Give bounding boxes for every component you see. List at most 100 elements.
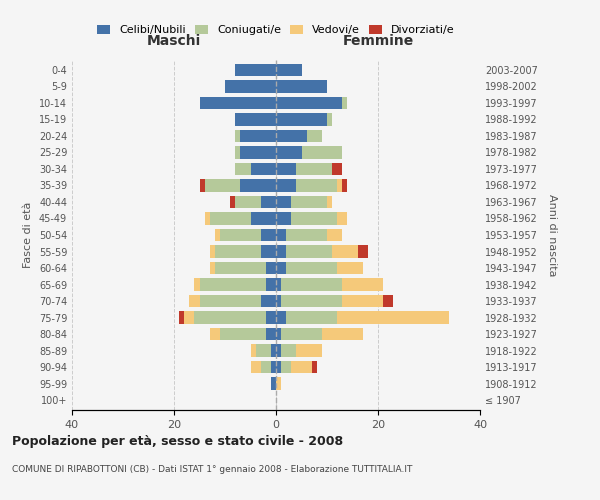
Bar — [199, 96, 276, 109]
Bar — [276, 262, 286, 274]
Bar — [276, 146, 302, 158]
Bar — [276, 163, 296, 175]
Bar — [276, 229, 286, 241]
Bar — [358, 246, 368, 258]
Bar — [276, 246, 286, 258]
Bar — [190, 295, 199, 307]
Bar — [205, 212, 210, 224]
Bar — [235, 64, 276, 76]
Bar — [342, 96, 347, 109]
Bar — [281, 328, 322, 340]
Bar — [266, 328, 276, 340]
Bar — [271, 344, 276, 357]
Bar — [276, 212, 292, 224]
Bar — [302, 146, 342, 158]
Bar — [281, 344, 296, 357]
Bar — [327, 196, 332, 208]
Bar — [276, 96, 342, 109]
Bar — [199, 278, 266, 290]
Bar — [266, 262, 276, 274]
Bar — [260, 229, 276, 241]
Bar — [266, 278, 276, 290]
Bar — [342, 180, 347, 192]
Bar — [312, 361, 317, 374]
Bar — [281, 361, 292, 374]
Bar — [276, 378, 281, 390]
Bar — [260, 295, 276, 307]
Bar — [337, 180, 342, 192]
Text: Femmine: Femmine — [343, 34, 413, 48]
Bar — [235, 113, 276, 126]
Legend: Celibi/Nubili, Coniugati/e, Vedovi/e, Divorziati/e: Celibi/Nubili, Coniugati/e, Vedovi/e, Di… — [93, 20, 459, 40]
Bar — [276, 344, 281, 357]
Bar — [260, 196, 276, 208]
Bar — [235, 163, 251, 175]
Bar — [276, 180, 296, 192]
Bar — [327, 229, 342, 241]
Bar — [383, 295, 394, 307]
Bar — [215, 229, 220, 241]
Bar — [286, 312, 337, 324]
Bar — [251, 344, 256, 357]
Bar — [240, 146, 276, 158]
Bar — [210, 212, 251, 224]
Bar — [342, 278, 383, 290]
Bar — [271, 378, 276, 390]
Bar — [286, 246, 332, 258]
Bar — [337, 262, 362, 274]
Bar — [220, 229, 260, 241]
Bar — [342, 295, 383, 307]
Bar — [235, 130, 240, 142]
Bar — [260, 361, 271, 374]
Bar — [251, 163, 276, 175]
Bar — [199, 180, 205, 192]
Bar — [194, 312, 266, 324]
Bar — [256, 344, 271, 357]
Bar — [276, 196, 292, 208]
Bar — [194, 278, 199, 290]
Bar — [179, 312, 184, 324]
Bar — [260, 246, 276, 258]
Bar — [281, 278, 342, 290]
Bar — [276, 361, 281, 374]
Y-axis label: Anni di nascita: Anni di nascita — [547, 194, 557, 276]
Bar — [251, 361, 260, 374]
Text: Popolazione per età, sesso e stato civile - 2008: Popolazione per età, sesso e stato civil… — [12, 435, 343, 448]
Bar — [235, 146, 240, 158]
Bar — [271, 361, 276, 374]
Bar — [230, 196, 235, 208]
Bar — [205, 180, 240, 192]
Bar — [296, 344, 322, 357]
Bar — [292, 361, 312, 374]
Bar — [286, 262, 337, 274]
Bar — [276, 80, 327, 92]
Bar — [184, 312, 194, 324]
Bar — [276, 113, 327, 126]
Bar — [296, 180, 337, 192]
Text: COMUNE DI RIPABOTTONI (CB) - Dati ISTAT 1° gennaio 2008 - Elaborazione TUTTITALI: COMUNE DI RIPABOTTONI (CB) - Dati ISTAT … — [12, 465, 412, 474]
Bar — [276, 278, 281, 290]
Text: Maschi: Maschi — [147, 34, 201, 48]
Bar — [276, 295, 281, 307]
Bar — [199, 295, 260, 307]
Y-axis label: Fasce di età: Fasce di età — [23, 202, 33, 268]
Bar — [296, 163, 332, 175]
Bar — [276, 312, 286, 324]
Bar — [251, 212, 276, 224]
Bar — [337, 312, 449, 324]
Bar — [292, 212, 337, 224]
Bar — [322, 328, 362, 340]
Bar — [307, 130, 322, 142]
Bar — [332, 246, 358, 258]
Bar — [225, 80, 276, 92]
Bar — [286, 229, 327, 241]
Bar — [210, 262, 215, 274]
Bar — [220, 328, 266, 340]
Bar — [215, 262, 266, 274]
Bar — [210, 246, 215, 258]
Bar — [276, 130, 307, 142]
Bar — [276, 328, 281, 340]
Bar — [337, 212, 347, 224]
Bar — [240, 180, 276, 192]
Bar — [332, 163, 342, 175]
